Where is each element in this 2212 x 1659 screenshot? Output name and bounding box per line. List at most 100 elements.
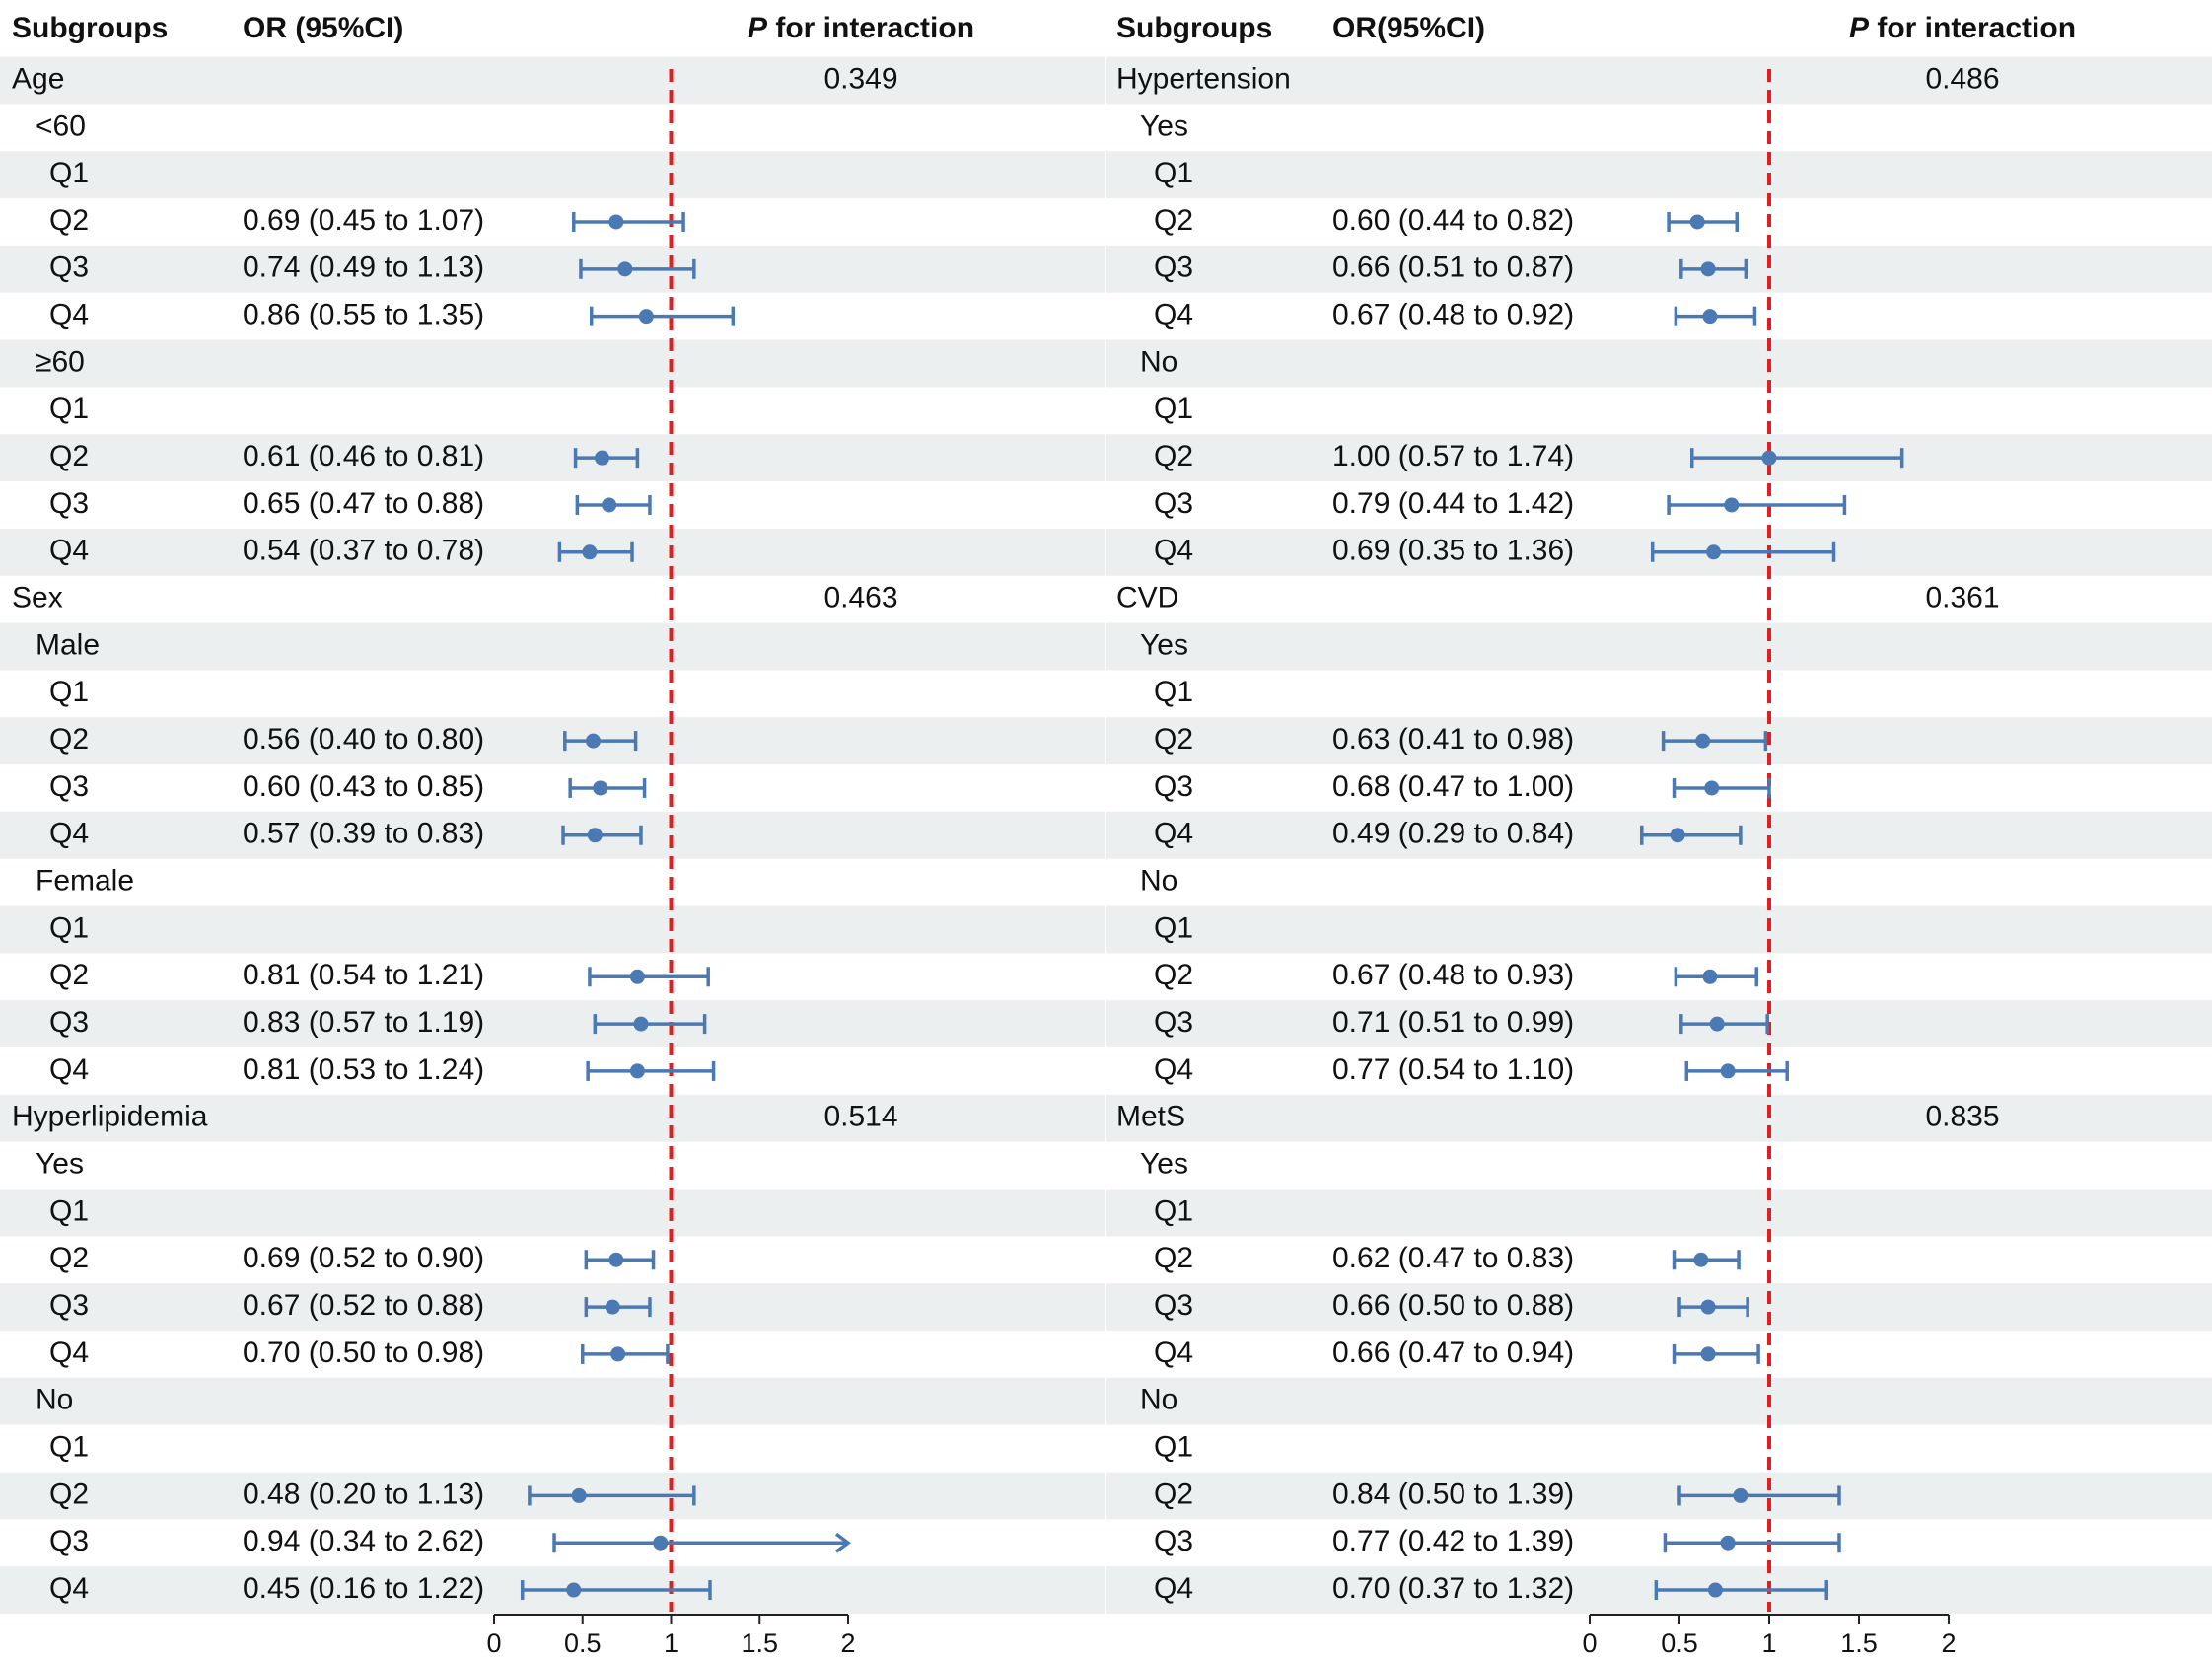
subgroup-label: Q3 xyxy=(1154,1006,1193,1039)
subgroup-label: Q1 xyxy=(49,1430,89,1463)
row-band xyxy=(1106,56,2212,105)
subgroup-label: Q3 xyxy=(49,1289,89,1322)
or-ci-text: 0.84 (0.50 to 1.39) xyxy=(1332,1478,1574,1510)
point-estimate xyxy=(605,1299,620,1315)
point-estimate xyxy=(629,1063,645,1079)
point-estimate xyxy=(653,1535,669,1551)
or-ci-text: 0.77 (0.42 to 1.39) xyxy=(1332,1525,1574,1557)
or-ci-text: 0.66 (0.50 to 0.88) xyxy=(1332,1289,1574,1322)
p-interaction-value: 0.835 xyxy=(1925,1101,1999,1133)
subgroup-label: Yes xyxy=(36,1148,84,1181)
subgroup-label: Yes xyxy=(1140,628,1188,661)
subgroup-label: No xyxy=(1140,1384,1177,1416)
subgroup-label: Q3 xyxy=(1154,770,1193,803)
p-interaction-value: 0.486 xyxy=(1925,62,1999,95)
point-estimate xyxy=(1689,214,1705,230)
subgroup-label: Q3 xyxy=(1154,1525,1193,1557)
or-ci-text: 0.60 (0.44 to 0.82) xyxy=(1332,204,1574,237)
point-estimate xyxy=(1761,450,1777,466)
subgroup-label: Q3 xyxy=(49,770,89,803)
subgroup-label: Yes xyxy=(1140,1148,1188,1181)
row-band xyxy=(1106,622,2212,671)
or-ci-text: 0.69 (0.35 to 1.36) xyxy=(1332,535,1574,567)
subgroup-label: Q1 xyxy=(49,157,89,189)
point-estimate xyxy=(571,1487,587,1503)
p-interaction-value: 0.463 xyxy=(823,582,897,614)
or-ci-text: 0.83 (0.57 to 1.19) xyxy=(243,1006,484,1039)
point-estimate xyxy=(1695,733,1711,749)
or-ci-text: 0.94 (0.34 to 2.62) xyxy=(243,1525,484,1557)
row-band xyxy=(1106,339,2212,388)
subgroup-label: Q1 xyxy=(1154,911,1193,944)
row-band xyxy=(0,1283,1105,1331)
subgroup-label: CVD xyxy=(1116,582,1178,614)
x-tick-label: 0 xyxy=(1582,1628,1597,1658)
or-ci-text: 0.81 (0.53 to 1.24) xyxy=(243,1053,484,1086)
row-band xyxy=(0,1094,1105,1142)
point-estimate xyxy=(1720,1063,1736,1079)
subgroup-label: Q2 xyxy=(49,723,89,756)
subgroup-label: Q3 xyxy=(1154,1289,1193,1322)
or-ci-text: 0.67 (0.48 to 0.92) xyxy=(1332,299,1574,331)
subgroup-label: Age xyxy=(12,62,64,95)
subgroup-label: Q1 xyxy=(49,911,89,944)
row-band xyxy=(1106,1094,2212,1142)
forest-panel-2: Subgroups OR(95%CI) P for interaction Hyper… xyxy=(1106,12,2212,1658)
point-estimate xyxy=(617,261,633,277)
subgroup-label: ≥60 xyxy=(36,345,85,378)
or-ci-text: 1.00 (0.57 to 1.74) xyxy=(1332,440,1574,472)
point-estimate xyxy=(566,1582,582,1598)
p-interaction-value: 0.514 xyxy=(823,1101,897,1133)
row-band xyxy=(0,434,1105,482)
subgroup-label: Q4 xyxy=(1154,1053,1193,1086)
point-estimate xyxy=(594,450,609,466)
subgroup-label: Q2 xyxy=(49,440,89,472)
x-tick-label: 0.5 xyxy=(564,1628,602,1658)
row-band xyxy=(1106,1189,2212,1237)
row-band xyxy=(0,528,1105,576)
subgroup-label: Q4 xyxy=(49,1336,89,1369)
or-ci-text: 0.61 (0.46 to 0.81) xyxy=(243,440,484,472)
point-estimate xyxy=(1693,1252,1709,1267)
or-ci-text: 0.67 (0.52 to 0.88) xyxy=(243,1289,484,1322)
point-estimate xyxy=(1670,828,1685,843)
row-band xyxy=(1106,717,2212,765)
subgroup-label: Q4 xyxy=(49,299,89,331)
subgroup-label: Q3 xyxy=(49,1006,89,1039)
or-ci-text: 0.66 (0.47 to 0.94) xyxy=(1332,1336,1574,1369)
or-ci-text: 0.48 (0.20 to 1.13) xyxy=(243,1478,484,1510)
x-tick-label: 0 xyxy=(486,1628,501,1658)
or-ci-text: 0.65 (0.47 to 0.88) xyxy=(243,487,484,520)
row-band xyxy=(0,151,1105,199)
or-ci-text: 0.86 (0.55 to 1.35) xyxy=(243,299,484,331)
row-band xyxy=(0,339,1105,388)
row-band xyxy=(0,1189,1105,1237)
header-p-interaction: P for interaction xyxy=(748,12,974,44)
x-tick-label: 1.5 xyxy=(741,1628,778,1658)
point-estimate xyxy=(633,1016,649,1032)
point-estimate xyxy=(1702,969,1718,984)
row-band xyxy=(1106,1000,2212,1048)
subgroup-label: Q4 xyxy=(49,1053,89,1086)
or-ci-text: 0.79 (0.44 to 1.42) xyxy=(1332,487,1574,520)
or-ci-text: 0.56 (0.40 to 0.80) xyxy=(243,723,484,756)
subgroup-label: Q2 xyxy=(1154,723,1193,756)
subgroup-label: Sex xyxy=(12,582,63,614)
header-p-interaction: P for interaction xyxy=(1849,12,2076,44)
subgroup-label: Q4 xyxy=(1154,1336,1193,1369)
p-interaction-value: 0.361 xyxy=(1925,582,1999,614)
header-subgroups: Subgroups xyxy=(12,12,168,44)
subgroup-label: Q4 xyxy=(49,1572,89,1605)
subgroup-label: Q4 xyxy=(1154,299,1193,331)
row-band xyxy=(1106,1377,2212,1425)
or-ci-text: 0.70 (0.50 to 0.98) xyxy=(243,1336,484,1369)
subgroup-label: Q4 xyxy=(1154,818,1193,850)
forest-panel-1: Subgroups OR (95%CI) P for interaction Age 0… xyxy=(0,12,1105,1658)
subgroup-label: Q3 xyxy=(49,487,89,520)
subgroup-label: Q2 xyxy=(1154,204,1193,237)
subgroup-label: Hypertension xyxy=(1116,62,1291,95)
point-estimate xyxy=(1724,497,1740,513)
row-band xyxy=(0,245,1105,293)
point-estimate xyxy=(1702,309,1718,325)
